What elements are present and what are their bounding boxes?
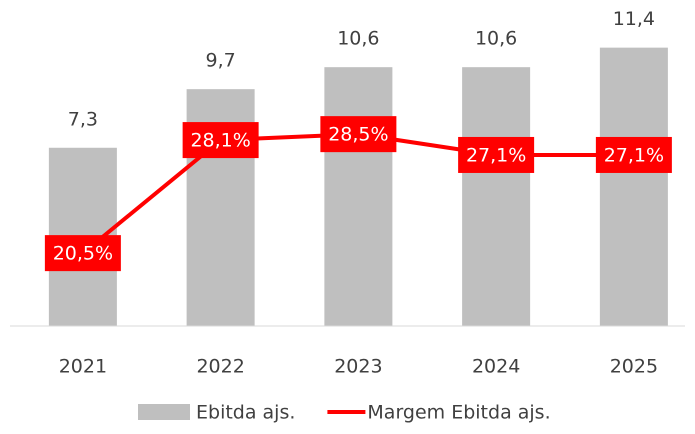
- line-value-label: 28,5%: [328, 124, 388, 146]
- bar-value-label: 10,6: [337, 28, 379, 50]
- line-label-box: [44, 235, 121, 272]
- bar: [324, 67, 393, 326]
- line-value-label: 27,1%: [466, 144, 526, 166]
- line-label-box: [320, 116, 397, 153]
- legend-label: Margem Ebitda ajs.: [367, 402, 550, 424]
- bar-value-label: 7,3: [68, 108, 98, 130]
- bar: [599, 47, 668, 327]
- x-tick-label: 2023: [334, 356, 382, 378]
- bar-value-label: 10,6: [475, 28, 517, 50]
- line-label-box: [458, 136, 535, 173]
- line-value-label: 27,1%: [604, 144, 664, 166]
- bar: [462, 67, 531, 326]
- x-tick-label: 2022: [196, 356, 244, 378]
- line-label-box: [182, 122, 259, 159]
- line-value-label: 20,5%: [53, 243, 113, 265]
- x-tick-label: 2024: [472, 356, 520, 378]
- x-tick-label: 2025: [610, 356, 658, 378]
- bar-value-label: 9,7: [206, 50, 236, 72]
- legend-swatch: [138, 404, 190, 420]
- bar-value-label: 11,4: [613, 8, 655, 30]
- x-tick-label: 2021: [59, 356, 107, 378]
- legend-label: Ebitda ajs.: [196, 402, 295, 424]
- line-value-label: 28,1%: [190, 130, 250, 152]
- line-label-box: [595, 136, 672, 173]
